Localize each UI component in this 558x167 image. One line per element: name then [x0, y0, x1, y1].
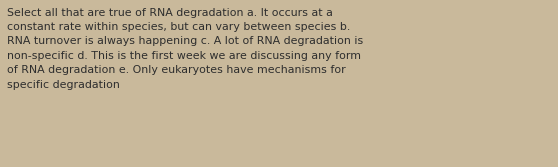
Text: Select all that are true of RNA degradation a. It occurs at a
constant rate with: Select all that are true of RNA degradat…	[7, 8, 363, 90]
